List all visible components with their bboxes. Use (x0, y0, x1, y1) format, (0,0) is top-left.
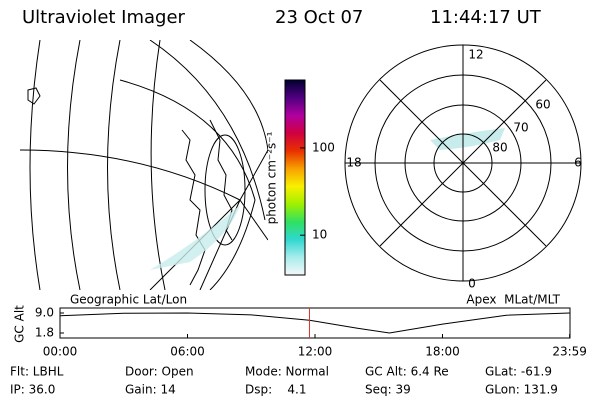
x-tick-label: 12:00 (298, 345, 333, 359)
status-field: GLat: -61.9 (485, 365, 552, 379)
mlt-label: 18 (346, 156, 361, 170)
status-field: Seq: 39 (365, 383, 411, 397)
aurora-oval (430, 128, 505, 150)
x-tick-label: 06:00 (170, 345, 205, 359)
date: 23 Oct 07 (275, 7, 363, 28)
status-field: Mode: Normal (245, 365, 329, 379)
status-field: GLon: 131.9 (485, 383, 558, 397)
y-tick-label: 1.8 (35, 326, 54, 340)
mlt-label: 12 (468, 48, 483, 62)
colorbar-fill (284, 79, 306, 276)
lat-label: 80 (492, 141, 507, 155)
colorbar-label: photon cm⁻²s⁻¹ (265, 131, 279, 224)
timeline: GC Alt 9.0 1.8 00:00 06:00 12:00 18:00 23:59 (13, 305, 587, 359)
polar-spoke (379, 79, 547, 247)
status-field: Flt: LBHL (10, 365, 64, 379)
status-field: GC Alt: 6.4 Re (365, 365, 449, 379)
lat-label: 70 (513, 121, 528, 135)
mlt-label: 0 (468, 277, 476, 291)
geo-map (20, 40, 268, 290)
time: 11:44:17 UT (430, 7, 542, 28)
mlt-label: 6 (574, 156, 582, 170)
status-field: Dsp: 4.1 (245, 383, 307, 397)
status-field: IP: 36.0 (10, 383, 55, 397)
polar-label: Apex MLat/MLT (466, 293, 560, 307)
timeline-ylabel: GC Alt (13, 305, 27, 343)
lat-label: 60 (535, 98, 550, 112)
colorbar: 10 100 (284, 79, 335, 276)
x-tick-label: 18:00 (425, 345, 460, 359)
x-tick-label: 23:59 (552, 345, 587, 359)
y-tick-label: 9.0 (35, 306, 54, 320)
footer: Flt: LBHL Door: Open Mode: Normal GC Alt: 6… (10, 365, 558, 397)
instrument: Ultraviolet Imager (22, 7, 186, 28)
status-field: Door: Open (125, 365, 194, 379)
colorbar-tick-label: 100 (312, 140, 335, 154)
altitude-curve (59, 312, 570, 334)
x-tick-label: 00:00 (43, 345, 78, 359)
polar-plot: 12 18 6 0 60 70 80 (344, 44, 582, 291)
map-label: Geographic Lat/Lon (70, 293, 187, 307)
colorbar-tick-label: 10 (312, 228, 327, 242)
status-field: Gain: 14 (125, 383, 176, 397)
